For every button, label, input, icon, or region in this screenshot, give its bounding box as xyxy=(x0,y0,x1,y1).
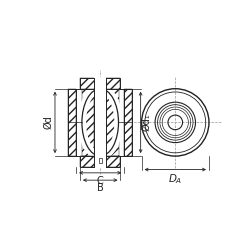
Text: C: C xyxy=(97,176,103,186)
Text: Ød: Ød xyxy=(44,116,54,129)
Ellipse shape xyxy=(82,89,118,156)
Bar xyxy=(124,89,132,156)
Text: Ød₁: Ød₁ xyxy=(142,114,152,131)
Bar xyxy=(80,156,120,167)
Bar xyxy=(99,158,102,164)
Bar xyxy=(80,156,120,167)
Bar xyxy=(68,89,76,156)
Bar xyxy=(82,89,94,156)
Text: $D_A$: $D_A$ xyxy=(168,173,182,186)
Bar xyxy=(80,78,120,89)
Text: B: B xyxy=(97,183,103,193)
Bar xyxy=(80,78,120,89)
Bar xyxy=(124,89,132,156)
Bar xyxy=(94,77,106,168)
Bar xyxy=(106,89,118,156)
Bar xyxy=(68,89,76,156)
